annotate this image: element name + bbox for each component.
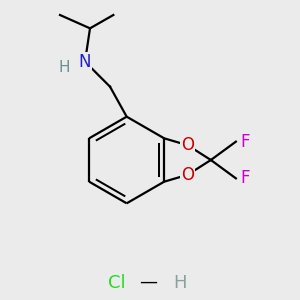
Text: H: H xyxy=(58,60,70,75)
Text: H: H xyxy=(173,274,187,292)
Text: F: F xyxy=(240,133,250,151)
Text: O: O xyxy=(181,166,194,184)
Text: N: N xyxy=(79,53,91,71)
Text: Cl: Cl xyxy=(108,274,125,292)
Text: —: — xyxy=(139,273,157,291)
Text: O: O xyxy=(181,136,194,154)
Text: F: F xyxy=(240,169,250,187)
